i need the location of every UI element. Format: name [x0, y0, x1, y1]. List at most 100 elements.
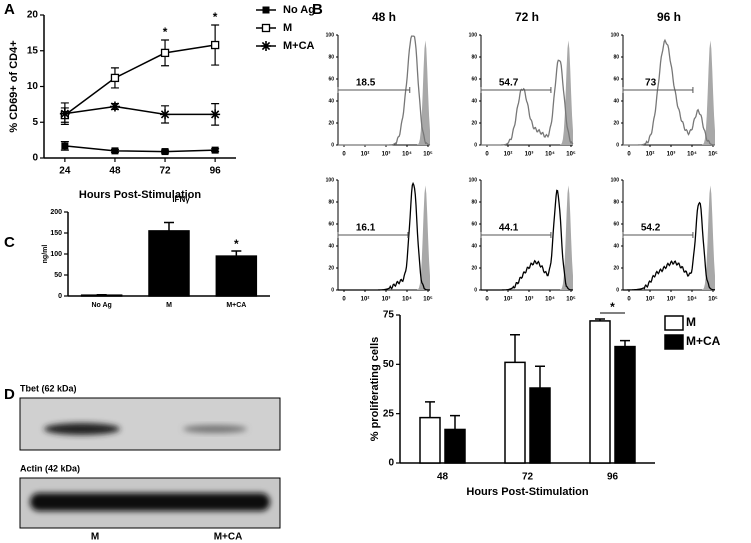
- sample-histogram: [338, 181, 431, 291]
- blot-membrane: [19, 397, 281, 451]
- x-tick-label: 48: [109, 166, 121, 177]
- flow-x-tick-label: 10⁴: [402, 152, 412, 158]
- flow-x-tick-label: 10⁴: [402, 297, 412, 303]
- flow-x-tick-label: 10⁴: [687, 297, 697, 303]
- flow-x-tick-label: 0: [627, 297, 631, 303]
- bar: [529, 387, 551, 464]
- y-tick-label: 0: [32, 153, 38, 164]
- flow-x-tick-label: 0: [485, 152, 489, 158]
- bar: [444, 428, 466, 464]
- error-bar: [510, 333, 520, 363]
- x-tick-label: 48: [437, 472, 449, 483]
- error-bar: [231, 250, 242, 257]
- flow-x-tick-label: 10²: [361, 151, 370, 158]
- gate: [337, 87, 411, 93]
- flow-x-tick-label: 10³: [525, 151, 534, 158]
- flow-y-tick-label: 100: [469, 32, 478, 38]
- gate: [480, 232, 552, 238]
- y-axis-label: ng/ml: [42, 245, 49, 264]
- marker: [161, 148, 169, 156]
- y-tick-label: 200: [50, 209, 62, 216]
- column-title: 72 h: [515, 10, 539, 24]
- flow-x-tick-label: 10⁴: [545, 297, 555, 303]
- lane-label: M+CA: [214, 532, 243, 543]
- lane-label: M: [91, 532, 99, 543]
- flow-y-tick-label: 40: [471, 243, 477, 249]
- y-tick-label: 100: [50, 251, 62, 258]
- control-histogram: [702, 185, 715, 290]
- control-histogram: [702, 40, 715, 145]
- y-tick-label: 0: [58, 293, 62, 300]
- marker: [160, 109, 171, 120]
- flow-y-tick-label: 100: [326, 32, 335, 38]
- y-tick-label: 25: [383, 408, 395, 419]
- flow-y-tick-label: 40: [613, 243, 619, 249]
- flow-x-tick-label: 10⁵: [423, 297, 433, 303]
- flow-y-tick-label: 80: [613, 199, 619, 205]
- marker: [110, 73, 120, 83]
- flow-x-tick-label: 10²: [646, 296, 655, 303]
- bar: [80, 294, 123, 297]
- x-tick-label: 72: [522, 472, 534, 483]
- flow-x-tick-label: 10²: [504, 151, 513, 158]
- flow-x-tick-label: 10⁵: [566, 152, 576, 158]
- legend-label: M: [283, 22, 292, 34]
- error-bar: [425, 401, 435, 418]
- flow-x-tick-label: 10³: [667, 296, 676, 303]
- y-tick-label: 150: [50, 230, 62, 237]
- series-line: [64, 145, 216, 153]
- bar: [215, 255, 258, 297]
- panel-label: A: [4, 1, 15, 18]
- flow-x-tick-label: 0: [485, 297, 489, 303]
- panel-label: C: [4, 234, 15, 251]
- gate-value: 54.7: [499, 78, 519, 89]
- y-tick-label: 50: [54, 272, 62, 279]
- gate-value: 73: [645, 78, 657, 89]
- flow-y-tick-label: 60: [471, 221, 477, 227]
- marker: [210, 109, 221, 120]
- legend-swatch: [664, 315, 684, 331]
- flow-x-tick-label: 10⁴: [545, 152, 555, 158]
- y-tick-label: 0: [388, 458, 394, 469]
- flow-y-tick-label: 0: [616, 142, 619, 148]
- x-tick-label: M: [166, 302, 172, 309]
- y-tick-label: 20: [27, 10, 39, 21]
- x-tick-label: 96: [210, 166, 222, 177]
- flow-y-tick-label: 80: [328, 54, 334, 60]
- flow-x-tick-label: 10²: [504, 296, 513, 303]
- blot-label: Tbet (62 kDa): [20, 383, 77, 393]
- flow-x-tick-label: 10⁵: [423, 152, 433, 158]
- x-axis-label: Hours Post-Stimulation: [79, 189, 202, 201]
- flow-y-tick-label: 20: [328, 265, 334, 271]
- marker: [111, 147, 119, 155]
- flow-x-tick-label: 0: [342, 297, 346, 303]
- y-axis-label: % proliferating cells: [369, 337, 381, 442]
- control-histogram: [417, 185, 430, 290]
- gate: [337, 232, 409, 238]
- flow-x-tick-label: 0: [342, 152, 346, 158]
- flow-x-tick-label: 0: [627, 152, 631, 158]
- flow-x-tick-label: 10⁵: [708, 152, 718, 158]
- marker: [211, 146, 219, 154]
- control-histogram: [417, 40, 430, 145]
- annotation: *: [163, 25, 168, 39]
- blot-label: Actin (42 kDa): [20, 463, 80, 473]
- series-line: [64, 105, 216, 116]
- gate: [622, 87, 694, 93]
- flow-y-tick-label: 40: [613, 98, 619, 104]
- flow-y-tick-label: 100: [469, 177, 478, 183]
- y-tick-label: 15: [27, 45, 39, 56]
- x-tick-label: 24: [59, 166, 71, 177]
- error-bar: [620, 339, 630, 347]
- flow-y-tick-label: 20: [613, 265, 619, 271]
- legend-marker: [262, 6, 270, 14]
- flow-y-tick-label: 60: [328, 221, 334, 227]
- flow-y-tick-label: 0: [331, 287, 334, 293]
- flow-y-tick-label: 100: [326, 177, 335, 183]
- flow-x-tick-label: 10³: [382, 296, 391, 303]
- annotation: *: [213, 10, 218, 24]
- flow-x-tick-label: 10⁵: [566, 297, 576, 303]
- flow-y-tick-label: 60: [613, 76, 619, 82]
- flow-y-tick-label: 20: [471, 120, 477, 126]
- y-axis-label: % CD69+ of CD4+: [8, 40, 20, 132]
